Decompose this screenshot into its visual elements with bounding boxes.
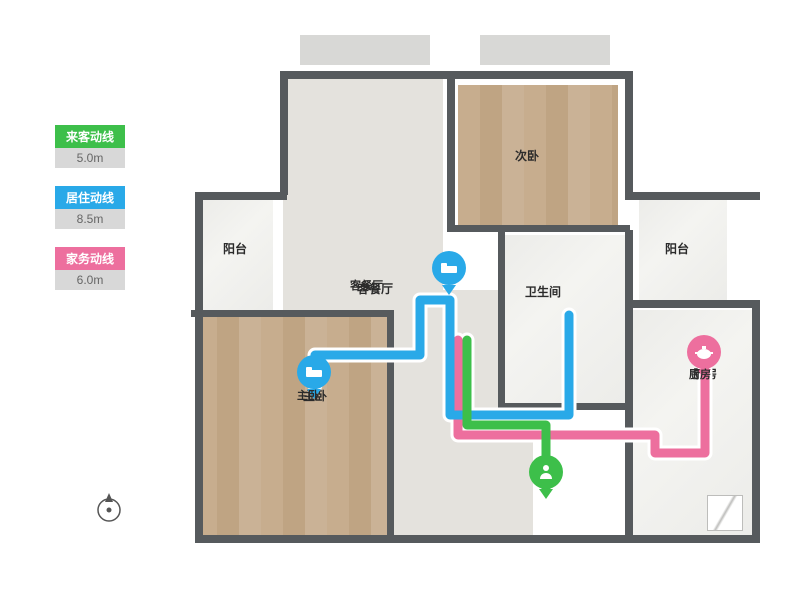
room-balcony-top-left: [300, 35, 430, 65]
legend-value-chores: 6.0m: [55, 270, 125, 290]
wall-seg-14: [455, 225, 630, 232]
pin-label-master-pin: 主卧: [297, 387, 319, 403]
room-upper-left-room: [283, 75, 443, 290]
wall-seg-18: [387, 310, 394, 540]
room-label-second-bedroom: 次卧: [515, 147, 539, 164]
legend-item-guest: 来客动线 5.0m: [55, 125, 125, 168]
room-bathroom: [505, 235, 625, 405]
room-label-balcony-right: 阳台: [665, 240, 689, 257]
pin-living-pin: [432, 251, 466, 295]
wall-seg-16: [498, 403, 630, 410]
legend: 来客动线 5.0m 居住动线 8.5m 家务动线 6.0m: [55, 125, 125, 308]
wall-seg-3: [195, 192, 203, 312]
floor-plan: 次卧阳台阳台客餐厅卫生间厨房主卧客餐厅主卧厨房: [195, 35, 760, 550]
corner-detail-icon: [707, 495, 743, 531]
wall-seg-12: [625, 230, 633, 540]
pin-entry-pin: [529, 455, 563, 499]
wall-seg-4: [195, 310, 203, 542]
wall-seg-10: [625, 192, 735, 200]
legend-label-guest: 来客动线: [55, 125, 125, 148]
wall-seg-7: [752, 305, 760, 543]
wall-seg-2: [195, 192, 287, 200]
legend-item-living: 居住动线 8.5m: [55, 186, 125, 229]
wall-seg-13: [447, 77, 455, 232]
wall-seg-11: [625, 300, 760, 308]
room-master-bedroom: [195, 315, 393, 540]
room-balcony-top-right: [480, 35, 610, 65]
legend-item-chores: 家务动线 6.0m: [55, 247, 125, 290]
pin-label-kitchen-pin: 厨房: [689, 366, 711, 382]
room-label-balcony-left: 阳台: [223, 240, 247, 257]
wall-seg-9: [625, 71, 633, 199]
pin-label-living-pin: 客餐厅: [350, 277, 383, 293]
wall-seg-5: [195, 535, 395, 543]
wall-seg-6: [392, 535, 760, 543]
legend-value-living: 8.5m: [55, 209, 125, 229]
wall-seg-1: [280, 71, 288, 195]
wall-seg-19: [280, 310, 392, 317]
room-label-bathroom: 卫生间: [525, 283, 561, 300]
compass-icon: [92, 490, 126, 524]
wall-seg-15: [498, 232, 505, 410]
legend-label-living: 居住动线: [55, 186, 125, 209]
legend-label-chores: 家务动线: [55, 247, 125, 270]
legend-value-guest: 5.0m: [55, 148, 125, 168]
wall-seg-17: [191, 310, 283, 317]
